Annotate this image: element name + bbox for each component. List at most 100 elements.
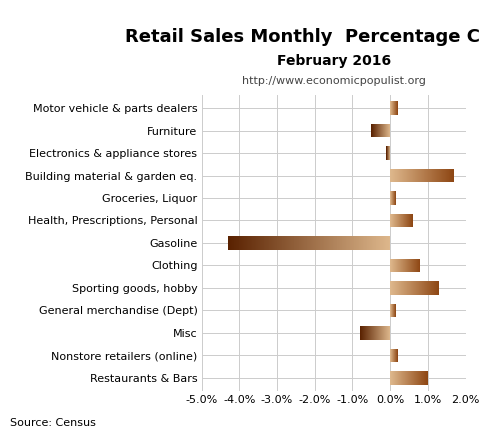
- Bar: [262, 236, 263, 250]
- Bar: [331, 236, 332, 250]
- Bar: [246, 236, 247, 250]
- Bar: [341, 236, 342, 250]
- Bar: [275, 236, 276, 250]
- Bar: [247, 236, 248, 250]
- Bar: [299, 236, 300, 250]
- Bar: [268, 236, 269, 250]
- Bar: [332, 236, 333, 250]
- Bar: [379, 236, 380, 250]
- Bar: [294, 236, 295, 250]
- Bar: [256, 236, 257, 250]
- Bar: [317, 236, 318, 250]
- Bar: [337, 236, 338, 250]
- Bar: [346, 236, 347, 250]
- Bar: [228, 236, 229, 250]
- Bar: [367, 236, 368, 250]
- Bar: [321, 236, 322, 250]
- Bar: [333, 236, 334, 250]
- Bar: [258, 236, 259, 250]
- Bar: [318, 236, 319, 250]
- Bar: [355, 236, 356, 250]
- Bar: [291, 236, 292, 250]
- Bar: [234, 236, 235, 250]
- Bar: [388, 236, 389, 250]
- Bar: [289, 236, 290, 250]
- Bar: [313, 236, 314, 250]
- Bar: [301, 236, 302, 250]
- Bar: [273, 236, 274, 250]
- Bar: [269, 236, 270, 250]
- Bar: [243, 236, 244, 250]
- Bar: [288, 236, 289, 250]
- Bar: [385, 236, 386, 250]
- Bar: [283, 236, 284, 250]
- Bar: [245, 236, 246, 250]
- Bar: [324, 236, 325, 250]
- Bar: [254, 236, 255, 250]
- Bar: [362, 236, 363, 250]
- Bar: [342, 236, 343, 250]
- Bar: [264, 236, 265, 250]
- Bar: [349, 236, 350, 250]
- Bar: [340, 236, 341, 250]
- Bar: [236, 236, 237, 250]
- Bar: [272, 236, 273, 250]
- Bar: [348, 236, 349, 250]
- Bar: [270, 236, 271, 250]
- Bar: [282, 236, 283, 250]
- Bar: [381, 236, 382, 250]
- Bar: [296, 236, 297, 250]
- Bar: [353, 236, 354, 250]
- Bar: [372, 236, 373, 250]
- Bar: [341, 236, 342, 250]
- Bar: [280, 236, 281, 250]
- Bar: [351, 236, 352, 250]
- Bar: [248, 236, 249, 250]
- Bar: [368, 236, 369, 250]
- Bar: [322, 236, 323, 250]
- Bar: [344, 236, 345, 250]
- Bar: [380, 236, 381, 250]
- Bar: [292, 236, 293, 250]
- Bar: [361, 236, 362, 250]
- Bar: [386, 236, 387, 250]
- Bar: [383, 236, 384, 250]
- Bar: [298, 236, 299, 250]
- Bar: [304, 236, 305, 250]
- Bar: [371, 236, 372, 250]
- Text: Source: Census: Source: Census: [10, 418, 96, 428]
- Bar: [325, 236, 326, 250]
- Bar: [364, 236, 365, 250]
- Bar: [233, 236, 234, 250]
- Bar: [229, 236, 230, 250]
- Bar: [360, 236, 361, 250]
- Bar: [329, 236, 330, 250]
- Bar: [260, 236, 261, 250]
- Bar: [358, 236, 359, 250]
- Bar: [359, 236, 360, 250]
- Bar: [303, 236, 304, 250]
- Bar: [242, 236, 243, 250]
- Bar: [253, 236, 254, 250]
- Bar: [316, 236, 317, 250]
- Bar: [290, 236, 291, 250]
- Bar: [281, 236, 282, 250]
- Bar: [279, 236, 280, 250]
- Bar: [328, 236, 329, 250]
- Bar: [293, 236, 294, 250]
- Bar: [231, 236, 232, 250]
- Bar: [285, 236, 286, 250]
- Bar: [319, 236, 320, 250]
- Bar: [266, 236, 267, 250]
- Bar: [252, 236, 253, 250]
- Bar: [365, 236, 366, 250]
- Bar: [230, 236, 231, 250]
- Bar: [384, 236, 385, 250]
- Bar: [263, 236, 264, 250]
- Bar: [305, 236, 306, 250]
- Bar: [277, 236, 278, 250]
- Bar: [244, 236, 245, 250]
- Bar: [250, 236, 251, 250]
- Bar: [278, 236, 279, 250]
- Bar: [237, 236, 238, 250]
